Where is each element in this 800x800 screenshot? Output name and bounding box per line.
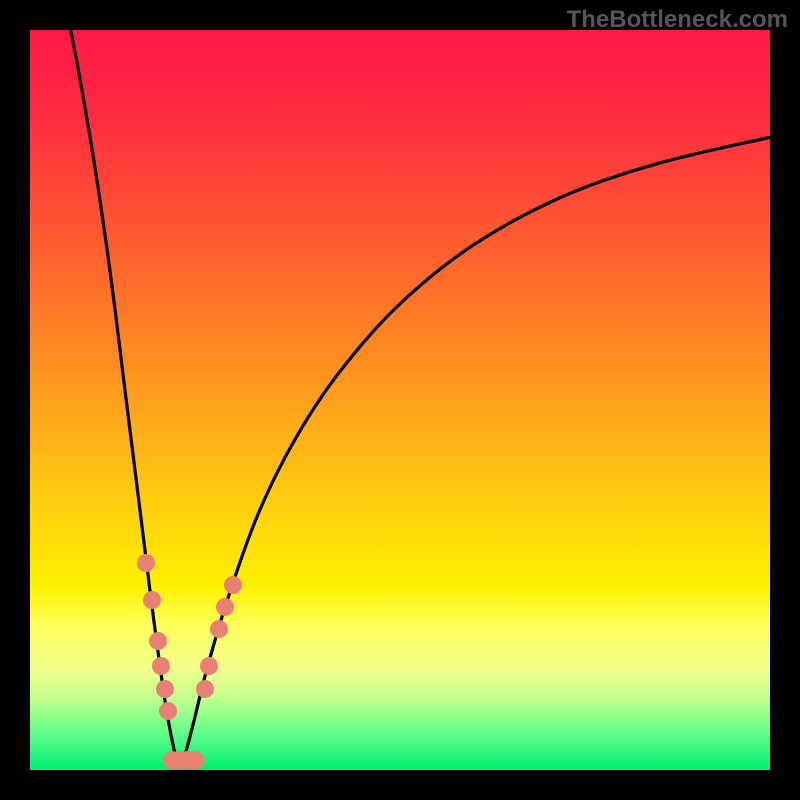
data-marker — [152, 657, 170, 675]
watermark-text: TheBottleneck.com — [567, 6, 788, 34]
data-marker — [186, 751, 204, 769]
data-marker — [200, 657, 218, 675]
data-marker — [143, 591, 161, 609]
data-marker — [216, 598, 234, 616]
data-marker — [196, 680, 214, 698]
data-marker — [149, 632, 167, 650]
data-marker — [137, 554, 155, 572]
plot-area — [30, 30, 770, 770]
data-marker — [159, 702, 177, 720]
data-marker — [224, 576, 242, 594]
data-marker — [156, 680, 174, 698]
data-marker — [210, 620, 228, 638]
data-markers-layer — [30, 30, 770, 770]
chart-canvas: TheBottleneck.com — [0, 0, 800, 800]
